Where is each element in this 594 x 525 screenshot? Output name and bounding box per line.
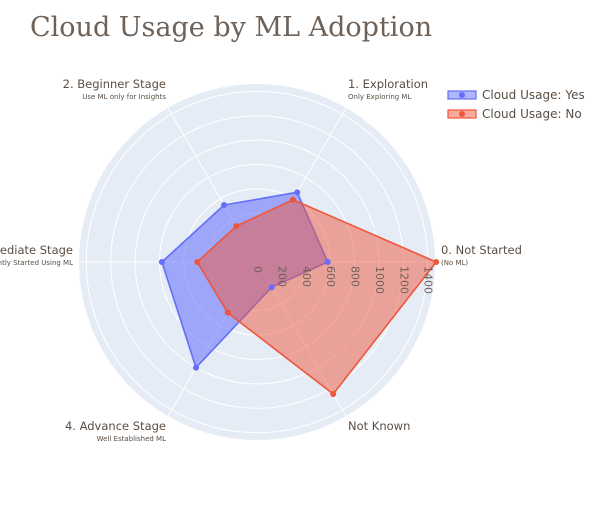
axis-sublabel: Use ML only for Insights <box>82 93 166 101</box>
data-point[interactable] <box>158 259 165 265</box>
radial-tick-label: 200 <box>275 266 288 287</box>
legend-marker[interactable] <box>459 111 465 117</box>
radial-tick-label: 1000 <box>373 266 386 294</box>
axis-label: 4. Advance Stage <box>65 419 166 433</box>
axis-label: 0. Not Started <box>441 243 522 257</box>
radial-tick-label: 1200 <box>397 266 410 294</box>
legend-item-label[interactable]: Cloud Usage: Yes <box>482 88 585 102</box>
data-point[interactable] <box>224 309 231 316</box>
axis-sublabel: Recently Started Using ML <box>0 259 73 267</box>
radial-tick-label: 400 <box>300 266 313 287</box>
data-point[interactable] <box>194 259 201 265</box>
axis-label: 2. Beginner Stage <box>63 77 166 91</box>
chart-title: Cloud Usage by ML Adoption <box>30 12 433 43</box>
axis-sublabel: Well Established ML <box>97 435 166 443</box>
data-point[interactable] <box>294 189 301 196</box>
data-point[interactable] <box>433 259 440 265</box>
axis-sublabel: (No ML) <box>441 259 468 267</box>
data-point[interactable] <box>324 259 331 265</box>
axis-label: Not Known <box>348 419 410 433</box>
radial-tick-label: 1400 <box>422 266 435 294</box>
data-point[interactable] <box>330 390 337 397</box>
data-point[interactable] <box>193 364 200 371</box>
radial-tick-label: 0 <box>251 266 264 273</box>
axis-label: 1. Exploration <box>348 77 428 91</box>
data-point[interactable] <box>233 223 240 230</box>
legend-marker[interactable] <box>459 92 465 98</box>
legend-item-label[interactable]: Cloud Usage: No <box>482 107 582 121</box>
radial-tick-label: 800 <box>349 266 362 287</box>
axis-sublabel: Only Exploring ML <box>348 93 411 101</box>
data-point[interactable] <box>289 196 296 203</box>
radial-tick-label: 600 <box>324 266 337 287</box>
data-point[interactable] <box>268 284 275 291</box>
data-point[interactable] <box>221 201 228 208</box>
axis-label: 3. Intermediate Stage <box>0 243 73 257</box>
